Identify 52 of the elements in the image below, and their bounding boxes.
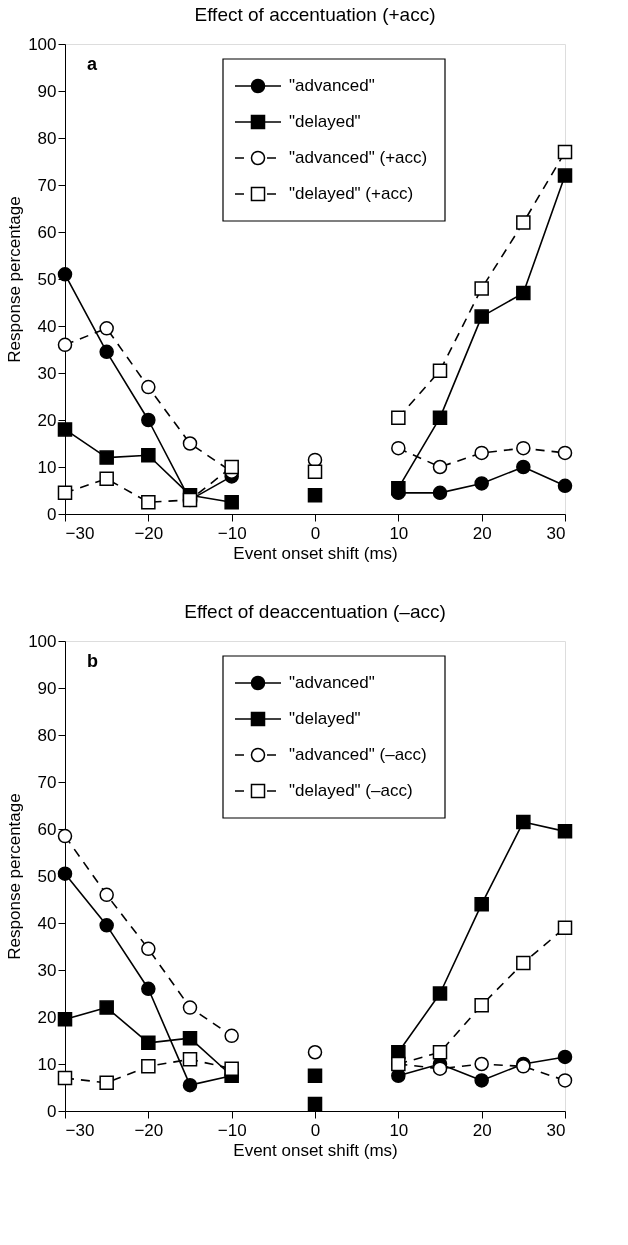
y-tick-label: 40 xyxy=(37,913,57,933)
x-tick-label: 10 xyxy=(389,1120,409,1140)
y-tick-label: 100 xyxy=(28,631,57,651)
x-tick-label: 30 xyxy=(546,1120,566,1140)
x-axis-title: Event onset shift (ms) xyxy=(233,543,398,563)
x-tick-label: −10 xyxy=(217,1120,247,1140)
legend-label: "advanced" xyxy=(289,673,375,692)
x-tick-label: −30 xyxy=(65,1120,95,1140)
y-tick-label: 90 xyxy=(37,81,57,101)
annotation: b xyxy=(87,651,98,671)
legend-label: "delayed" (–acc) xyxy=(289,781,413,800)
legend-label: "delayed" xyxy=(289,709,361,728)
y-tick-label: 10 xyxy=(37,1054,57,1074)
y-tick-label: 70 xyxy=(37,175,57,195)
x-tick-label: 0 xyxy=(310,523,321,543)
y-tick-label: 20 xyxy=(37,410,57,430)
legend-label: "delayed" xyxy=(289,112,361,131)
y-axis-title: Response percentage xyxy=(5,196,25,363)
x-tick-label: −10 xyxy=(217,523,247,543)
y-tick-label: 60 xyxy=(37,222,57,242)
legend-label: "advanced" (+acc) xyxy=(289,148,428,167)
y-tick-label: 80 xyxy=(37,725,57,745)
x-tick-label: 20 xyxy=(472,1120,492,1140)
x-tick-label: 20 xyxy=(472,523,492,543)
x-tick-label: −30 xyxy=(65,523,95,543)
y-tick-label: 80 xyxy=(37,128,57,148)
legend-label: "advanced" xyxy=(289,76,375,95)
y-tick-label: 0 xyxy=(47,504,57,524)
x-tick-label: 10 xyxy=(389,523,409,543)
y-tick-label: 40 xyxy=(37,316,57,336)
y-tick-label: 10 xyxy=(37,457,57,477)
x-axis-title: Event onset shift (ms) xyxy=(233,1140,398,1160)
chart-title: Effect of deaccentuation (–acc) xyxy=(184,601,446,622)
y-tick-label: 30 xyxy=(37,363,57,383)
x-tick-label: −20 xyxy=(134,523,164,543)
x-tick-label: 30 xyxy=(546,523,566,543)
y-tick-label: 70 xyxy=(37,772,57,792)
y-tick-label: 20 xyxy=(37,1007,57,1027)
y-tick-label: 30 xyxy=(37,960,57,980)
y-tick-label: 60 xyxy=(37,819,57,839)
annotation: a xyxy=(87,54,98,74)
y-axis-title: Response percentage xyxy=(5,793,25,960)
chart-title: Effect of accentuation (+acc) xyxy=(194,4,436,25)
legend-label: "advanced" (–acc) xyxy=(289,745,427,764)
y-tick-label: 0 xyxy=(47,1101,57,1121)
x-tick-label: −20 xyxy=(134,1120,164,1140)
x-tick-label: 0 xyxy=(310,1120,321,1140)
y-tick-label: 50 xyxy=(37,866,57,886)
legend-label: "delayed" (+acc) xyxy=(289,184,414,203)
y-tick-label: 50 xyxy=(37,269,57,289)
y-tick-label: 90 xyxy=(37,678,57,698)
y-tick-label: 100 xyxy=(28,34,57,54)
